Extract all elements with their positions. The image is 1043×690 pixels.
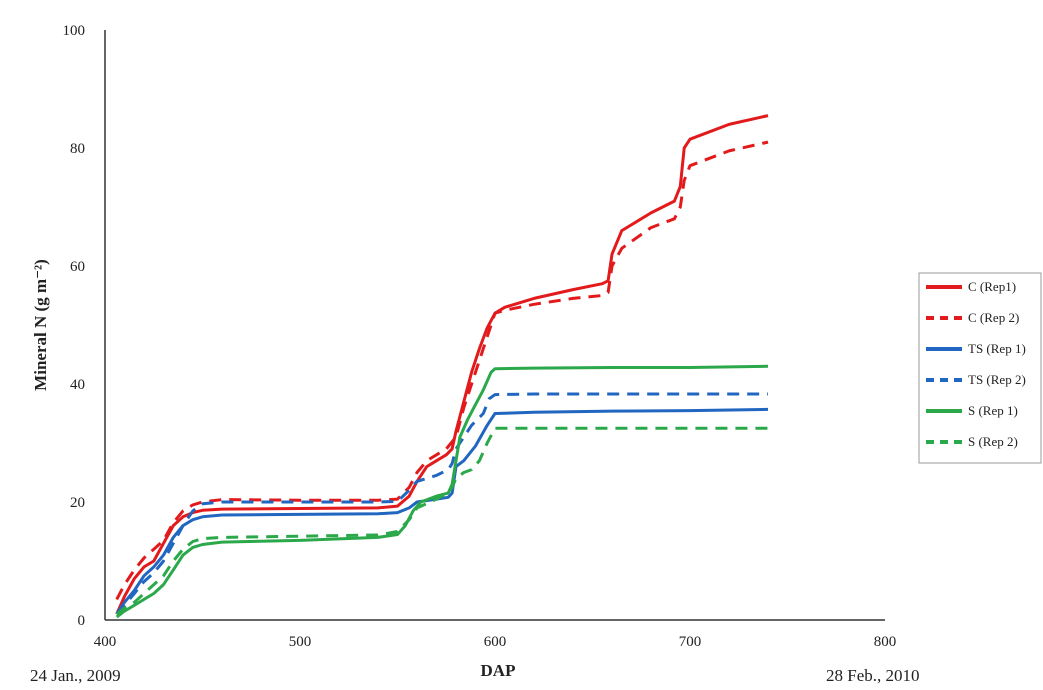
y-tick-label: 100	[63, 23, 86, 39]
start-date-label: 24 Jan., 2009	[30, 666, 121, 685]
y-tick-label: 40	[70, 377, 85, 393]
series-line-3	[115, 407, 769, 615]
legend-item-label: C (Rep 2)	[968, 310, 1019, 325]
x-tick-label: 400	[94, 634, 117, 650]
y-tick-label: 60	[70, 259, 85, 275]
x-tick-label: 800	[874, 634, 897, 650]
legend-item-label: TS (Rep 2)	[968, 372, 1026, 387]
x-tick-label: 600	[484, 634, 507, 650]
axes	[104, 30, 885, 621]
x-tick-label: 700	[679, 634, 702, 650]
legend-item-label: S (Rep 2)	[968, 434, 1018, 449]
series-line-4	[115, 392, 768, 616]
legend-box	[918, 272, 1042, 464]
series-line-6	[115, 426, 768, 616]
y-tick-label: 80	[70, 141, 85, 157]
legend-item-label: TS (Rep 1)	[968, 341, 1026, 356]
y-tick-label: 20	[70, 495, 85, 511]
legend-item-label: C (Rep1)	[968, 279, 1016, 294]
legend: C (Rep1) C (Rep 2) TS (Rep 1) TS (Rep 2) S (…	[918, 272, 1042, 464]
end-date-label: 28 Feb., 2010	[826, 666, 920, 685]
y-tick-label: 0	[78, 613, 86, 629]
series-line-2	[115, 140, 769, 601]
y-axis-title: Mineral N (g m⁻²)	[31, 259, 50, 391]
series-lines	[115, 114, 769, 619]
legend-item-label: S (Rep 1)	[968, 403, 1018, 418]
tick-labels: 0 20 40 60 80 100 400 500 600 700 800	[63, 23, 897, 650]
series-line-5	[115, 364, 769, 619]
x-tick-label: 500	[289, 634, 312, 650]
x-axis-title: DAP	[481, 661, 516, 680]
